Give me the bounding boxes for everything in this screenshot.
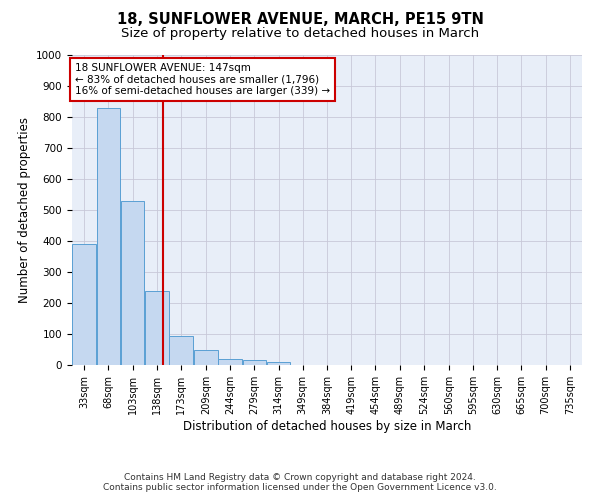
Bar: [194, 350, 218, 365]
Bar: [267, 362, 290, 365]
Text: Contains HM Land Registry data © Crown copyright and database right 2024.
Contai: Contains HM Land Registry data © Crown c…: [103, 473, 497, 492]
Bar: [242, 360, 266, 365]
Bar: [169, 336, 193, 365]
Text: 18 SUNFLOWER AVENUE: 147sqm
← 83% of detached houses are smaller (1,796)
16% of : 18 SUNFLOWER AVENUE: 147sqm ← 83% of det…: [75, 62, 330, 96]
Text: Size of property relative to detached houses in March: Size of property relative to detached ho…: [121, 28, 479, 40]
Text: 18, SUNFLOWER AVENUE, MARCH, PE15 9TN: 18, SUNFLOWER AVENUE, MARCH, PE15 9TN: [116, 12, 484, 28]
Bar: [121, 200, 145, 365]
X-axis label: Distribution of detached houses by size in March: Distribution of detached houses by size …: [183, 420, 471, 432]
Bar: [73, 244, 96, 365]
Y-axis label: Number of detached properties: Number of detached properties: [17, 117, 31, 303]
Bar: [97, 108, 120, 365]
Bar: [218, 359, 242, 365]
Bar: [145, 290, 169, 365]
